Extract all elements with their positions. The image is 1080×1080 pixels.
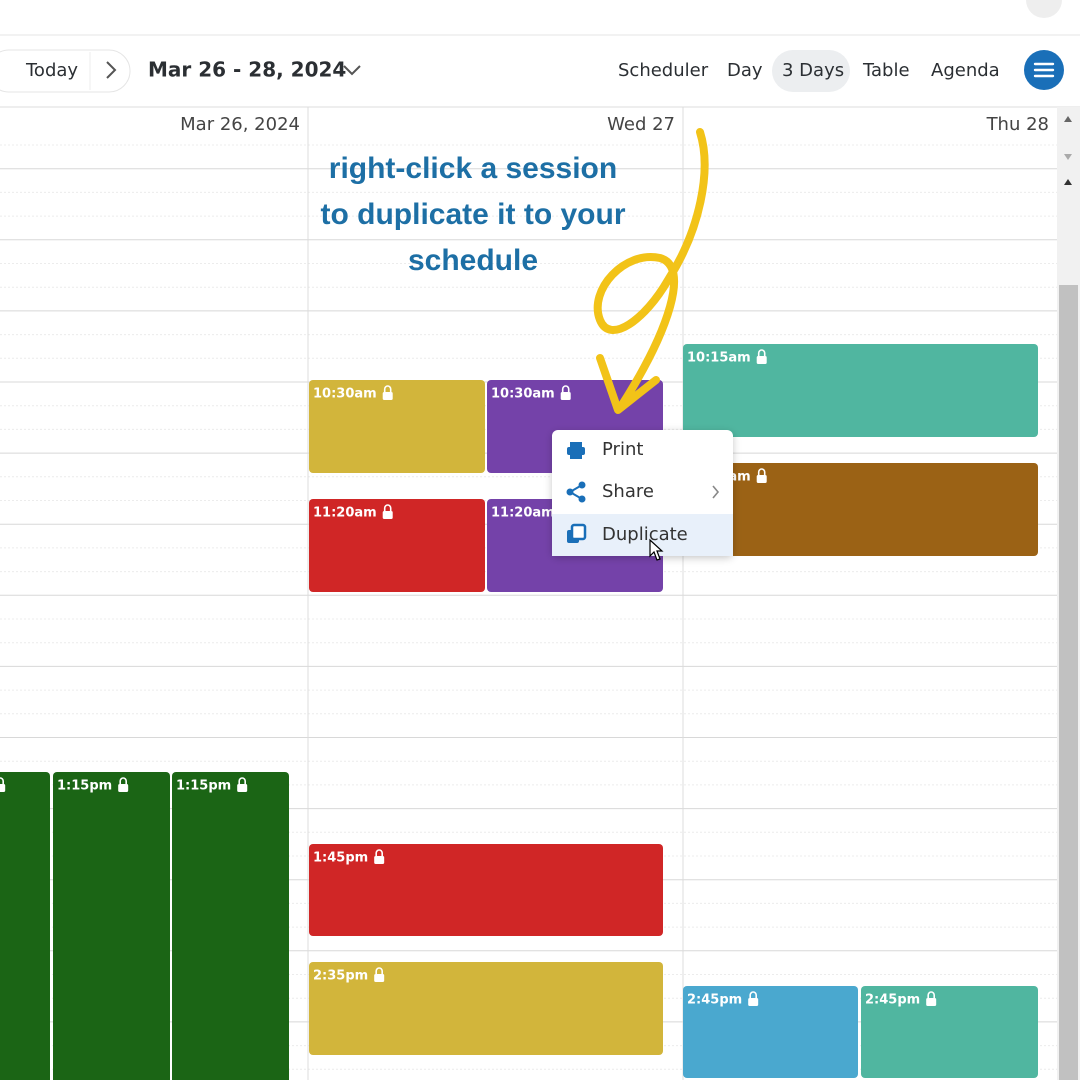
next-button[interactable] [106, 61, 117, 79]
view-tab[interactable]: Scheduler [618, 60, 709, 81]
session-block [172, 772, 289, 1080]
lock-icon [927, 991, 935, 998]
lock-icon [374, 974, 385, 982]
print-icon [567, 442, 585, 459]
view-tab[interactable]: 3 Days [782, 60, 844, 81]
scrollbar[interactable] [1057, 107, 1080, 1080]
lock-icon [375, 849, 383, 856]
lock-icon [560, 392, 571, 400]
session-time: 1:15pm [176, 779, 231, 794]
active-view-bg [772, 50, 850, 92]
lock-icon [382, 392, 393, 400]
scroll-down[interactable] [1064, 154, 1072, 160]
lock-icon [374, 856, 385, 864]
view-tab[interactable]: Table [862, 60, 910, 81]
session[interactable]: 10:30am [309, 380, 485, 473]
search-button[interactable] [1026, 0, 1062, 18]
column-header: Wed 27 [607, 114, 675, 135]
view-tab[interactable]: Day [727, 60, 763, 81]
lock-icon [383, 385, 392, 392]
range-dropdown[interactable] [343, 65, 361, 76]
lock-icon [749, 991, 757, 998]
session[interactable]: 11:20am [309, 499, 485, 592]
duplicate-icon [567, 523, 587, 543]
lock-icon [756, 356, 767, 364]
menu-icon [1033, 62, 1055, 78]
session-block [683, 463, 1038, 556]
lock-icon [757, 468, 766, 475]
session-time: 11:20am [491, 506, 555, 521]
submenu-chevron [712, 485, 720, 499]
lock-icon [926, 998, 937, 1006]
session-time: 10:15am [687, 351, 751, 366]
session-block [683, 344, 1038, 437]
lock-icon [0, 777, 4, 784]
session-time: 11:20am [313, 506, 377, 521]
menu-item[interactable]: Print [602, 439, 643, 460]
share-icon [566, 481, 586, 503]
session[interactable]: 11:00am [683, 463, 1038, 556]
session-block [683, 986, 858, 1078]
session[interactable]: 1:15pm [172, 772, 289, 1080]
session-block [861, 986, 1038, 1078]
session-block [309, 380, 485, 473]
session[interactable]: 2:35pm [309, 962, 663, 1055]
context-menu: Print Share Duplicate [552, 430, 733, 561]
annotation-text: schedule [408, 244, 538, 277]
session-time: 1:45pm [313, 851, 368, 866]
lock-icon [119, 777, 127, 784]
session[interactable]: 1:45pm [309, 844, 663, 936]
scroll-up[interactable] [1064, 179, 1072, 185]
column-header: Mar 26, 2024 [180, 114, 300, 135]
scroll-up[interactable] [1064, 116, 1072, 122]
date-range[interactable]: Mar 26 - 28, 2024 [148, 58, 346, 82]
view-tab[interactable]: Agenda [931, 60, 1000, 81]
session[interactable]: 1:15pm [0, 772, 50, 1080]
cursor [649, 538, 664, 561]
session-time: 10:30am [313, 387, 377, 402]
session[interactable]: 2:45pm [683, 986, 858, 1078]
session-time: 1:15pm [57, 779, 112, 794]
session-time: 10:30am [491, 387, 555, 402]
annotation-text: to duplicate it to your [321, 198, 626, 231]
session[interactable]: 1:15pm [53, 772, 170, 1080]
annotation-text: right-click a session [329, 152, 617, 185]
lock-icon [757, 349, 766, 356]
session-block [309, 499, 485, 592]
session[interactable]: 2:45pm [861, 986, 1038, 1078]
top-bar [0, 0, 1080, 35]
today-group [0, 49, 131, 93]
session-block [0, 772, 50, 1080]
session-block [53, 772, 170, 1080]
column-header: Thu 28 [986, 114, 1049, 135]
session[interactable]: 10:15am [683, 344, 1038, 437]
lock-icon [118, 784, 129, 792]
lock-icon [383, 504, 392, 511]
session-time: 2:45pm [687, 993, 742, 1008]
session-block [309, 962, 663, 1055]
lock-icon [0, 784, 6, 792]
lock-icon [756, 475, 767, 483]
toolbar: Today Mar 26 - 28, 2024 Scheduler Day 3 Da… [0, 49, 1064, 93]
lock-icon [561, 385, 570, 392]
scroll-thumb[interactable] [1059, 285, 1078, 1080]
lock-icon [375, 967, 383, 974]
lock-icon [237, 784, 248, 792]
menu-item[interactable]: Duplicate [602, 524, 688, 545]
session-block [309, 844, 663, 936]
session-time: 2:45pm [865, 993, 920, 1008]
lock-icon [748, 998, 759, 1006]
menu-item[interactable]: Share [602, 481, 654, 502]
lock-icon [238, 777, 246, 784]
annotation-arrow [593, 128, 709, 414]
today-button[interactable]: Today [25, 60, 78, 81]
session-time: 2:35pm [313, 969, 368, 984]
lock-icon [382, 511, 393, 519]
